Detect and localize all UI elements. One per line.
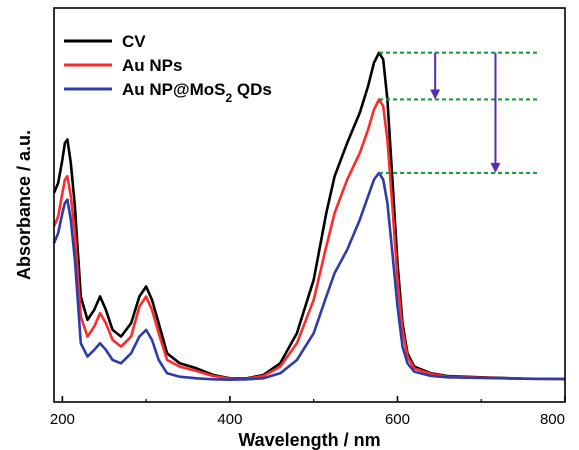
y-axis-title: Absorbance / a.u. <box>14 130 34 280</box>
x-tick-label-600: 600 <box>385 411 410 428</box>
x-axis-title: Wavelength / nm <box>238 430 380 450</box>
legend-label-au-np-mos2-qds: Au NP@MoS2 QDs <box>122 80 272 105</box>
annotation-arrow-0 <box>430 52 441 100</box>
x-tick-label-200: 200 <box>50 411 75 428</box>
legend: CV Au NPs Au NP@MoS2 QDs <box>64 32 272 105</box>
annotation-arrow-1 <box>490 52 501 173</box>
plot-frame <box>53 7 566 403</box>
x-tick-label-800: 800 <box>540 411 565 428</box>
legend-label-subscript: 2 <box>225 91 232 105</box>
x-axis-ticks: 200 400 600 800 <box>50 396 566 428</box>
series-group <box>52 51 566 382</box>
legend-label-cv: CV <box>122 32 146 51</box>
legend-label-prefix: Au NP@MoS <box>122 80 225 99</box>
legend-label-au-nps: Au NPs <box>122 56 182 75</box>
series-line-2 <box>52 171 566 382</box>
annotation-group <box>379 51 537 175</box>
x-tick-label-400: 400 <box>217 411 242 428</box>
legend-label-suffix: QDs <box>232 80 272 99</box>
